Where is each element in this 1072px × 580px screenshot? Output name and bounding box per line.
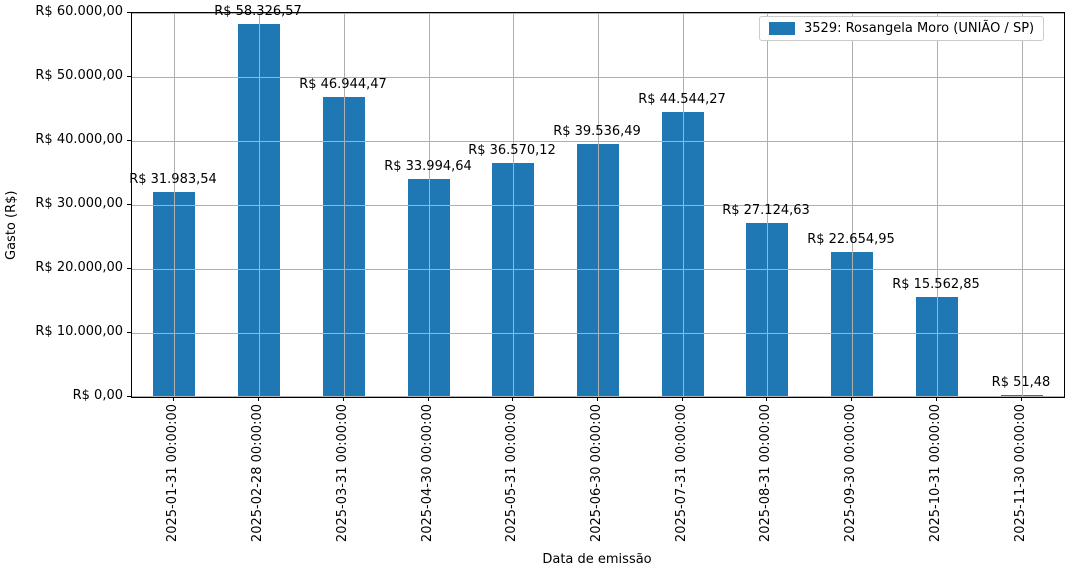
bar-value-label: R$ 36.570,12 [468,143,556,158]
x-tick-mark [766,397,767,401]
y-axis-title: Gasto (R$) [4,190,19,260]
bar-value-label: R$ 31.983,54 [129,172,217,187]
x-tick-mark [512,397,513,401]
v-gridline [1022,13,1023,397]
bar-value-label: R$ 44.544,27 [638,92,726,107]
x-tick-label: 2025-07-31 00:00:00 [674,404,689,543]
x-tick-mark [258,397,259,401]
x-tick-label: 2025-06-30 00:00:00 [589,404,604,543]
bar-value-label: R$ 27.124,63 [722,203,810,218]
v-gridline [429,13,430,397]
y-tick-label: R$ 20.000,00 [35,260,123,275]
x-tick-mark [597,397,598,401]
y-tick-label: R$ 0,00 [72,388,123,403]
x-tick-mark [1021,397,1022,401]
bar-value-label: R$ 58.326,57 [214,4,302,19]
y-tick-label: R$ 40.000,00 [35,132,123,147]
x-tick-label: 2025-02-28 00:00:00 [250,404,265,543]
bar-value-label: R$ 22.654,95 [807,232,895,247]
x-tick-mark [936,397,937,401]
legend-color-swatch [769,22,795,35]
y-tick-mark [127,332,131,333]
x-tick-label: 2025-03-31 00:00:00 [335,404,350,543]
x-tick-label: 2025-01-31 00:00:00 [165,404,180,543]
v-gridline [598,13,599,397]
x-tick-label: 2025-04-30 00:00:00 [420,404,435,543]
y-tick-mark [127,76,131,77]
x-axis-title: Data de emissão [542,552,652,567]
v-gridline [683,13,684,397]
v-gridline [513,13,514,397]
x-tick-label: 2025-08-31 00:00:00 [758,404,773,543]
x-tick-label: 2025-09-30 00:00:00 [843,404,858,543]
y-tick-mark [127,140,131,141]
bar-value-label: R$ 15.562,85 [892,277,980,292]
v-gridline [174,13,175,397]
y-tick-mark [127,396,131,397]
x-tick-mark [343,397,344,401]
legend: 3529: Rosangela Moro (UNIÃO / SP) [759,16,1045,41]
y-tick-label: R$ 60.000,00 [35,4,123,19]
y-tick-label: R$ 50.000,00 [35,68,123,83]
bar-value-label: R$ 46.944,47 [299,77,387,92]
bar-value-label: R$ 51,48 [991,375,1051,390]
x-tick-mark [428,397,429,401]
x-tick-label: 2025-05-31 00:00:00 [504,404,519,543]
plot-area [131,12,1065,398]
x-tick-label: 2025-11-30 00:00:00 [1013,404,1028,543]
y-tick-label: R$ 10.000,00 [35,324,123,339]
y-tick-mark [127,204,131,205]
x-tick-mark [851,397,852,401]
y-tick-label: R$ 30.000,00 [35,196,123,211]
x-tick-mark [682,397,683,401]
bar-value-label: R$ 33.994,64 [384,159,472,174]
v-gridline [259,13,260,397]
y-tick-mark [127,12,131,13]
x-tick-label: 2025-10-31 00:00:00 [928,404,943,543]
v-gridline [767,13,768,397]
y-tick-mark [127,268,131,269]
bar-value-label: R$ 39.536,49 [553,124,641,139]
legend-series-label: 3529: Rosangela Moro (UNIÃO / SP) [804,21,1035,36]
x-tick-mark [173,397,174,401]
v-gridline [852,13,853,397]
v-gridline [937,13,938,397]
v-gridline [344,13,345,397]
